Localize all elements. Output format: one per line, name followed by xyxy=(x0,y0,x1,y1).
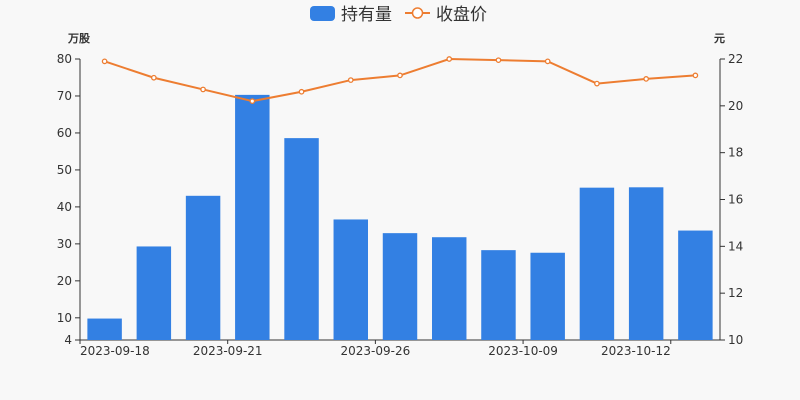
price-point xyxy=(298,88,305,95)
right-tick-label: 16 xyxy=(728,193,743,207)
holdings-bar xyxy=(628,187,664,340)
left-tick-label: 30 xyxy=(57,237,72,251)
price-point xyxy=(200,86,206,93)
holdings-bar xyxy=(185,195,221,340)
price-point xyxy=(101,58,108,65)
x-axis-ticks: 2023-09-18 2023-09-21 2023-09-26 2023-10-09… xyxy=(79,340,672,358)
x-tick-label: 2023-09-18 xyxy=(80,344,150,358)
price-point xyxy=(347,77,354,83)
left-tick-label: 20 xyxy=(57,274,72,288)
legend: 持有量 收盘价 xyxy=(310,5,487,25)
holdings-bar xyxy=(136,246,172,340)
holdings-bar xyxy=(333,219,368,340)
holdings-bar xyxy=(382,233,418,340)
left-tick-label: 60 xyxy=(57,126,72,140)
legend-bar-label: 持有量 xyxy=(341,5,392,25)
x-tick-label: 2023-10-12 xyxy=(601,344,671,358)
left-tick-label: 40 xyxy=(57,200,72,214)
price-point xyxy=(594,80,600,87)
price-line-series xyxy=(101,56,699,105)
price-point xyxy=(495,57,502,64)
holdings-bars xyxy=(87,94,713,340)
price-point xyxy=(692,72,699,79)
right-tick-label: 14 xyxy=(728,239,743,253)
x-tick-label: 2023-09-21 xyxy=(193,344,263,358)
right-tick-label: 22 xyxy=(728,52,743,66)
holdings-bar xyxy=(87,318,122,340)
right-tick-label: 18 xyxy=(728,146,743,160)
left-axis-unit: 万股 xyxy=(67,32,91,45)
left-axis-ticks: 4 10 20 30 40 50 60 70 80 xyxy=(57,52,80,347)
holdings-bar xyxy=(481,250,516,340)
legend-line-marker xyxy=(411,7,424,19)
price-line xyxy=(104,57,696,103)
price-point xyxy=(544,58,551,65)
price-point xyxy=(446,56,453,62)
right-tick-label: 10 xyxy=(728,333,743,347)
legend-bar-swatch xyxy=(310,6,335,21)
holdings-bar xyxy=(530,252,565,340)
right-tick-label: 20 xyxy=(728,99,743,113)
left-tick-label: 50 xyxy=(57,163,72,177)
legend-line-label: 收盘价 xyxy=(436,5,487,25)
right-axis-ticks: 10 12 14 16 18 20 22 xyxy=(720,52,743,347)
right-axis-unit: 元 xyxy=(714,32,725,45)
price-point xyxy=(397,72,403,79)
x-tick-label: 2023-09-26 xyxy=(341,344,411,358)
right-tick-label: 12 xyxy=(728,286,743,300)
price-point xyxy=(150,74,157,81)
holdings-bar xyxy=(432,237,467,340)
left-tick-label: 80 xyxy=(57,52,72,66)
x-tick-label: 2023-10-09 xyxy=(488,344,558,358)
holdings-bar xyxy=(284,138,319,340)
left-tick-label: 10 xyxy=(57,311,72,325)
holdings-bar xyxy=(579,187,615,340)
price-point xyxy=(249,98,256,105)
left-tick-label: 4 xyxy=(64,333,72,347)
holdings-bar xyxy=(235,94,270,340)
holdings-bar xyxy=(678,230,713,340)
left-tick-label: 70 xyxy=(57,89,72,103)
price-point xyxy=(643,76,650,82)
